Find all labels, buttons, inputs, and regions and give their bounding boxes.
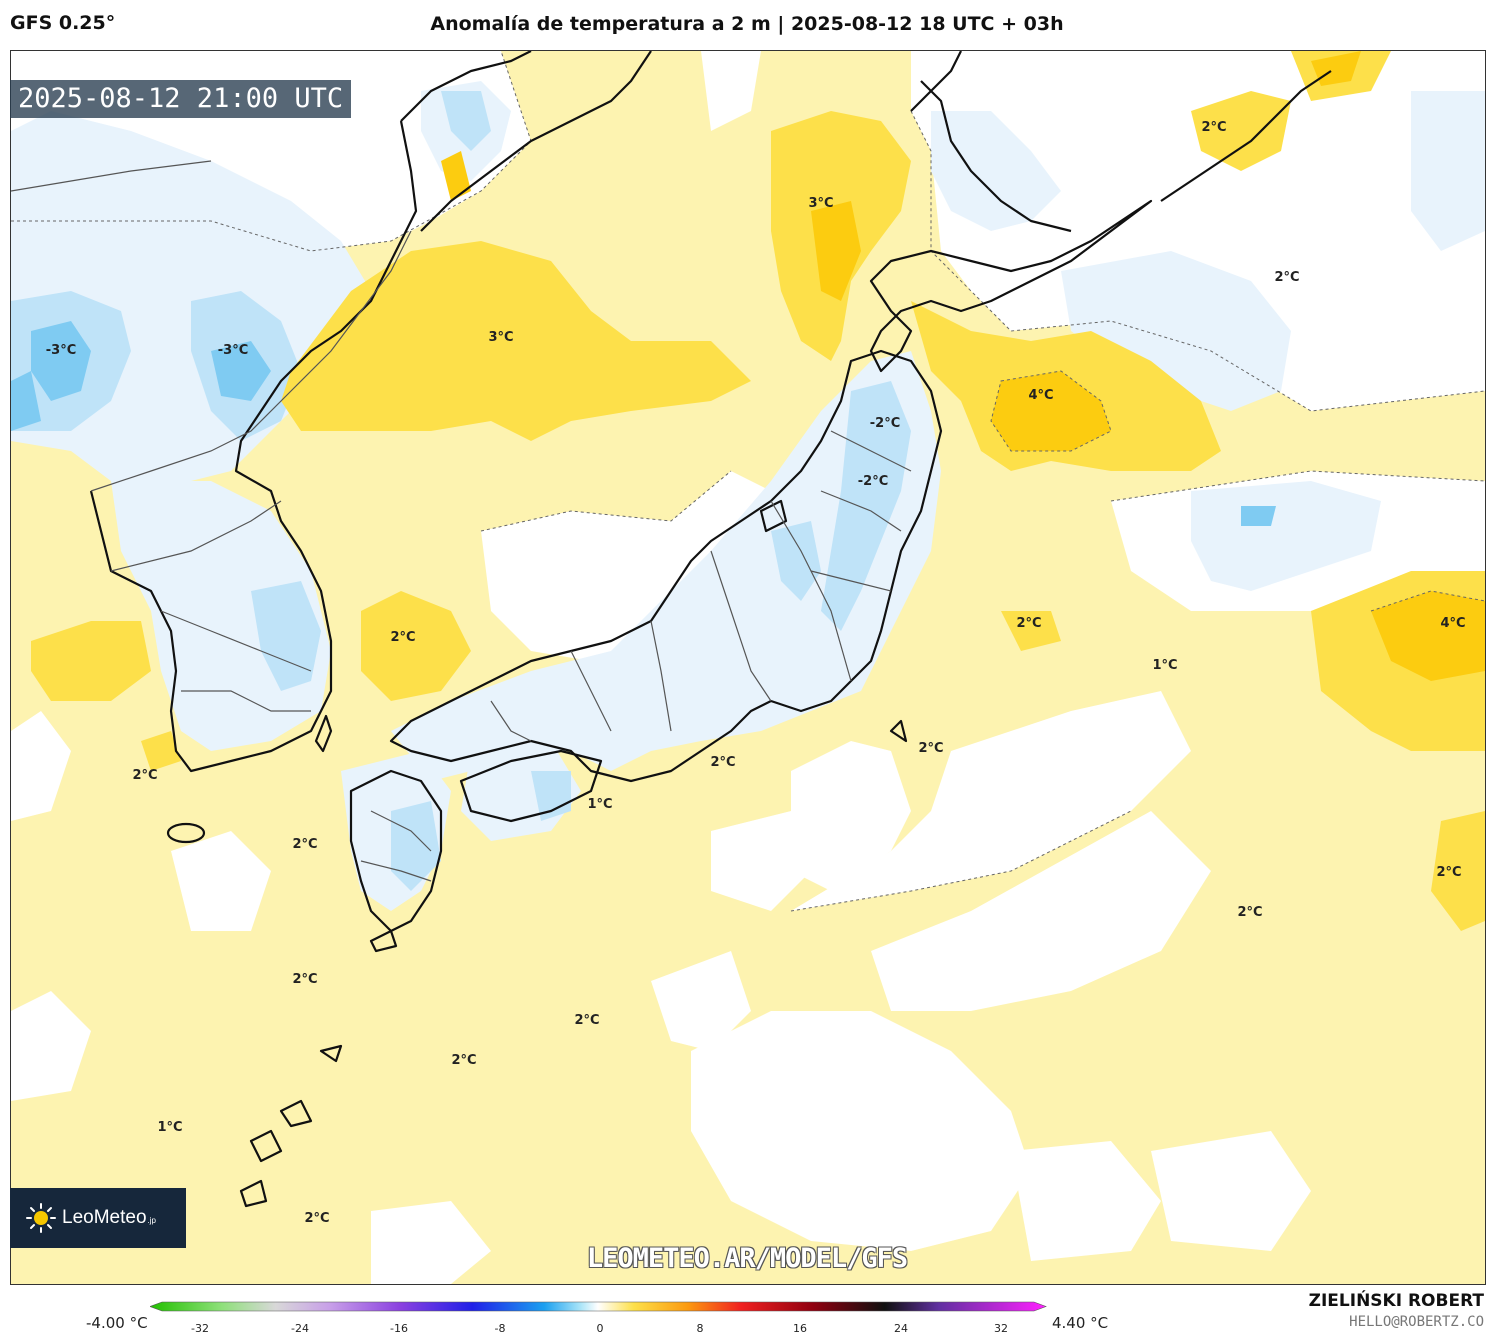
colorbar-tick: 16 [793, 1322, 807, 1335]
temp-label: 2°C [1237, 905, 1262, 920]
model-name: GFS 0.25° [10, 12, 116, 34]
temp-label: 3°C [488, 330, 513, 345]
colorbar-tick: -24 [291, 1322, 309, 1335]
temp-label: 4°C [1440, 616, 1465, 631]
temp-label: 2°C [292, 837, 317, 852]
colorbar-tick: -16 [390, 1322, 408, 1335]
temp-label: -3°C [46, 343, 76, 358]
temp-label: 2°C [1436, 865, 1461, 880]
leometeo-logo: LeoMeteo.jp [10, 1188, 186, 1248]
temp-label: -2°C [858, 474, 888, 489]
temp-label: -3°C [218, 343, 248, 358]
temp-label: 2°C [1201, 120, 1226, 135]
temperature-labels: -3°C -3°C 3°C 3°C 2°C 4°C -2°C -2°C 2°C … [46, 120, 1466, 1226]
valid-time-badge: 2025-08-12 21:00 UTC [10, 80, 352, 118]
temp-label: 1°C [587, 797, 612, 812]
temp-label: -2°C [870, 416, 900, 431]
warm-strong-regions [441, 51, 1485, 681]
colorbar-tick: -8 [495, 1322, 506, 1335]
colorbar-max-label: 4.40 °C [1052, 1314, 1109, 1332]
colorbar: -32 -24 -16 -8 0 8 16 24 32 [150, 1301, 1047, 1335]
temp-label: 2°C [710, 755, 735, 770]
temp-label: 2°C [1016, 616, 1041, 631]
colorbar-tick: 32 [994, 1322, 1008, 1335]
temp-label: 2°C [1274, 270, 1299, 285]
temp-label: 2°C [451, 1053, 476, 1068]
borders [11, 160, 912, 882]
temp-label: 2°C [132, 768, 157, 783]
colorbar-ticks: -32 -24 -16 -8 0 8 16 24 32 [191, 1322, 1008, 1335]
anomaly-map[interactable]: -3°C -3°C 3°C 3°C 2°C 4°C -2°C -2°C 2°C … [10, 50, 1486, 1285]
sun-icon [26, 1203, 56, 1233]
temp-label: 1°C [157, 1120, 182, 1135]
map-title: Anomalía de temperatura a 2 m | 2025-08-… [430, 13, 1064, 35]
source-watermark: LEOMETEO.AR/MODEL/GFS [586, 1243, 908, 1274]
colorbar-min-label: -4.00 °C [86, 1314, 148, 1332]
colorbar-tick: 0 [597, 1322, 604, 1335]
author-block: ZIELIŃSKI ROBERT HELLO@ROBERTZ.CO [1309, 1291, 1484, 1330]
temp-label: 4°C [1028, 388, 1053, 403]
temp-label: 2°C [918, 741, 943, 756]
cool-strong-regions [11, 321, 1276, 526]
coastlines [89, 51, 1332, 1208]
author-email: HELLO@ROBERTZ.CO [1349, 1314, 1484, 1330]
temp-label: 2°C [390, 630, 415, 645]
temp-label: 3°C [808, 196, 833, 211]
temp-label: 1°C [1152, 658, 1177, 673]
author-name: ZIELIŃSKI ROBERT [1308, 1291, 1484, 1311]
colorbar-tick: 8 [697, 1322, 704, 1335]
temp-label: 2°C [304, 1211, 329, 1226]
temp-label: 2°C [574, 1013, 599, 1028]
logo-text: LeoMeteo.jp [62, 1207, 156, 1228]
temp-label: 2°C [292, 972, 317, 987]
colorbar-tick: -32 [191, 1322, 209, 1335]
colorbar-tick: 24 [894, 1322, 908, 1335]
